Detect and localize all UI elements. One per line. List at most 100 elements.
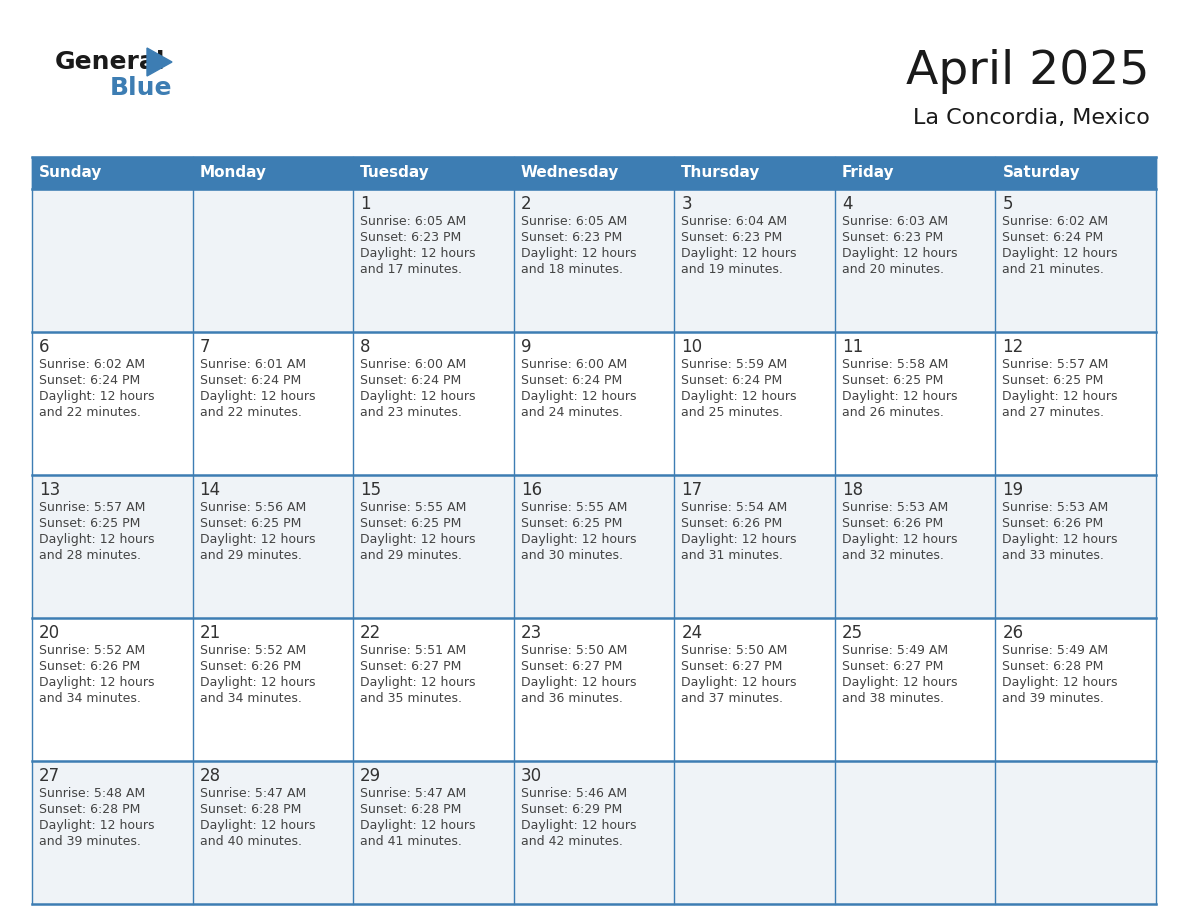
Text: 18: 18 xyxy=(842,481,862,499)
Polygon shape xyxy=(147,48,172,76)
Text: Sunset: 6:25 PM: Sunset: 6:25 PM xyxy=(360,517,461,530)
Text: Sunrise: 5:48 AM: Sunrise: 5:48 AM xyxy=(39,787,145,800)
Text: and 29 minutes.: and 29 minutes. xyxy=(360,549,462,562)
Text: Sunrise: 5:52 AM: Sunrise: 5:52 AM xyxy=(200,644,305,657)
Text: 20: 20 xyxy=(39,624,61,642)
Text: and 27 minutes.: and 27 minutes. xyxy=(1003,406,1105,419)
Text: and 21 minutes.: and 21 minutes. xyxy=(1003,263,1105,276)
Text: and 39 minutes.: and 39 minutes. xyxy=(1003,692,1105,705)
Text: Sunset: 6:25 PM: Sunset: 6:25 PM xyxy=(1003,374,1104,387)
Text: 1: 1 xyxy=(360,195,371,213)
Text: Sunrise: 5:57 AM: Sunrise: 5:57 AM xyxy=(1003,358,1108,371)
Text: Daylight: 12 hours: Daylight: 12 hours xyxy=(842,676,958,689)
Text: Daylight: 12 hours: Daylight: 12 hours xyxy=(681,247,797,260)
Text: 12: 12 xyxy=(1003,338,1024,356)
Text: Daylight: 12 hours: Daylight: 12 hours xyxy=(1003,390,1118,403)
Text: and 34 minutes.: and 34 minutes. xyxy=(39,692,141,705)
Text: La Concordia, Mexico: La Concordia, Mexico xyxy=(914,108,1150,128)
Text: 28: 28 xyxy=(200,767,221,785)
Text: and 31 minutes.: and 31 minutes. xyxy=(681,549,783,562)
Text: Sunrise: 5:58 AM: Sunrise: 5:58 AM xyxy=(842,358,948,371)
Text: Sunset: 6:25 PM: Sunset: 6:25 PM xyxy=(842,374,943,387)
Text: 24: 24 xyxy=(681,624,702,642)
Text: Wednesday: Wednesday xyxy=(520,165,619,181)
Text: Daylight: 12 hours: Daylight: 12 hours xyxy=(520,676,637,689)
Text: Daylight: 12 hours: Daylight: 12 hours xyxy=(520,247,637,260)
Text: Blue: Blue xyxy=(110,76,172,100)
Text: and 24 minutes.: and 24 minutes. xyxy=(520,406,623,419)
Text: Daylight: 12 hours: Daylight: 12 hours xyxy=(39,390,154,403)
Text: 30: 30 xyxy=(520,767,542,785)
Text: Daylight: 12 hours: Daylight: 12 hours xyxy=(842,247,958,260)
Text: and 25 minutes.: and 25 minutes. xyxy=(681,406,783,419)
Text: Sunrise: 5:49 AM: Sunrise: 5:49 AM xyxy=(1003,644,1108,657)
Text: Daylight: 12 hours: Daylight: 12 hours xyxy=(360,819,475,832)
Text: Daylight: 12 hours: Daylight: 12 hours xyxy=(200,533,315,546)
Text: 27: 27 xyxy=(39,767,61,785)
Text: April 2025: April 2025 xyxy=(906,50,1150,95)
Text: Thursday: Thursday xyxy=(681,165,760,181)
Text: Sunrise: 6:01 AM: Sunrise: 6:01 AM xyxy=(200,358,305,371)
Text: Sunrise: 5:57 AM: Sunrise: 5:57 AM xyxy=(39,501,145,514)
Text: 15: 15 xyxy=(360,481,381,499)
Text: Sunset: 6:24 PM: Sunset: 6:24 PM xyxy=(39,374,140,387)
Text: 26: 26 xyxy=(1003,624,1024,642)
Text: 6: 6 xyxy=(39,338,50,356)
Text: Sunset: 6:26 PM: Sunset: 6:26 PM xyxy=(681,517,783,530)
Text: 14: 14 xyxy=(200,481,221,499)
Text: and 22 minutes.: and 22 minutes. xyxy=(39,406,141,419)
Text: Daylight: 12 hours: Daylight: 12 hours xyxy=(681,533,797,546)
Text: 19: 19 xyxy=(1003,481,1024,499)
Text: Daylight: 12 hours: Daylight: 12 hours xyxy=(39,819,154,832)
Text: and 40 minutes.: and 40 minutes. xyxy=(200,835,302,848)
Text: Sunrise: 5:50 AM: Sunrise: 5:50 AM xyxy=(681,644,788,657)
Text: 5: 5 xyxy=(1003,195,1013,213)
Text: Daylight: 12 hours: Daylight: 12 hours xyxy=(681,676,797,689)
Text: Sunrise: 6:05 AM: Sunrise: 6:05 AM xyxy=(520,215,627,228)
Text: Daylight: 12 hours: Daylight: 12 hours xyxy=(360,390,475,403)
Text: Monday: Monday xyxy=(200,165,266,181)
Text: 2: 2 xyxy=(520,195,531,213)
Text: and 19 minutes.: and 19 minutes. xyxy=(681,263,783,276)
Text: Sunrise: 5:46 AM: Sunrise: 5:46 AM xyxy=(520,787,627,800)
Text: Daylight: 12 hours: Daylight: 12 hours xyxy=(520,533,637,546)
Text: and 34 minutes.: and 34 minutes. xyxy=(200,692,302,705)
Text: Sunset: 6:29 PM: Sunset: 6:29 PM xyxy=(520,803,623,816)
Text: 13: 13 xyxy=(39,481,61,499)
Text: Sunrise: 5:53 AM: Sunrise: 5:53 AM xyxy=(842,501,948,514)
Text: and 18 minutes.: and 18 minutes. xyxy=(520,263,623,276)
Text: General: General xyxy=(55,50,165,74)
Text: Sunset: 6:26 PM: Sunset: 6:26 PM xyxy=(842,517,943,530)
Text: and 36 minutes.: and 36 minutes. xyxy=(520,692,623,705)
Text: and 22 minutes.: and 22 minutes. xyxy=(200,406,302,419)
Text: Saturday: Saturday xyxy=(1003,165,1080,181)
Text: Sunrise: 6:05 AM: Sunrise: 6:05 AM xyxy=(360,215,467,228)
Bar xyxy=(32,189,1156,332)
Text: Sunrise: 6:04 AM: Sunrise: 6:04 AM xyxy=(681,215,788,228)
Text: Daylight: 12 hours: Daylight: 12 hours xyxy=(360,676,475,689)
Text: Sunset: 6:28 PM: Sunset: 6:28 PM xyxy=(1003,660,1104,673)
Text: 22: 22 xyxy=(360,624,381,642)
Bar xyxy=(32,157,1156,189)
Text: Daylight: 12 hours: Daylight: 12 hours xyxy=(842,390,958,403)
Text: Daylight: 12 hours: Daylight: 12 hours xyxy=(1003,247,1118,260)
Text: and 42 minutes.: and 42 minutes. xyxy=(520,835,623,848)
Text: 8: 8 xyxy=(360,338,371,356)
Text: and 26 minutes.: and 26 minutes. xyxy=(842,406,943,419)
Text: Daylight: 12 hours: Daylight: 12 hours xyxy=(200,676,315,689)
Text: and 23 minutes.: and 23 minutes. xyxy=(360,406,462,419)
Text: Sunrise: 5:51 AM: Sunrise: 5:51 AM xyxy=(360,644,467,657)
Text: Daylight: 12 hours: Daylight: 12 hours xyxy=(520,390,637,403)
Text: Sunset: 6:25 PM: Sunset: 6:25 PM xyxy=(520,517,623,530)
Text: Sunrise: 5:59 AM: Sunrise: 5:59 AM xyxy=(681,358,788,371)
Text: Daylight: 12 hours: Daylight: 12 hours xyxy=(1003,533,1118,546)
Text: Sunrise: 5:56 AM: Sunrise: 5:56 AM xyxy=(200,501,305,514)
Text: and 29 minutes.: and 29 minutes. xyxy=(200,549,302,562)
Text: Sunset: 6:28 PM: Sunset: 6:28 PM xyxy=(39,803,140,816)
Text: Daylight: 12 hours: Daylight: 12 hours xyxy=(842,533,958,546)
Text: Sunset: 6:26 PM: Sunset: 6:26 PM xyxy=(39,660,140,673)
Bar xyxy=(32,475,1156,618)
Text: Sunrise: 5:49 AM: Sunrise: 5:49 AM xyxy=(842,644,948,657)
Text: Sunset: 6:28 PM: Sunset: 6:28 PM xyxy=(360,803,461,816)
Text: and 41 minutes.: and 41 minutes. xyxy=(360,835,462,848)
